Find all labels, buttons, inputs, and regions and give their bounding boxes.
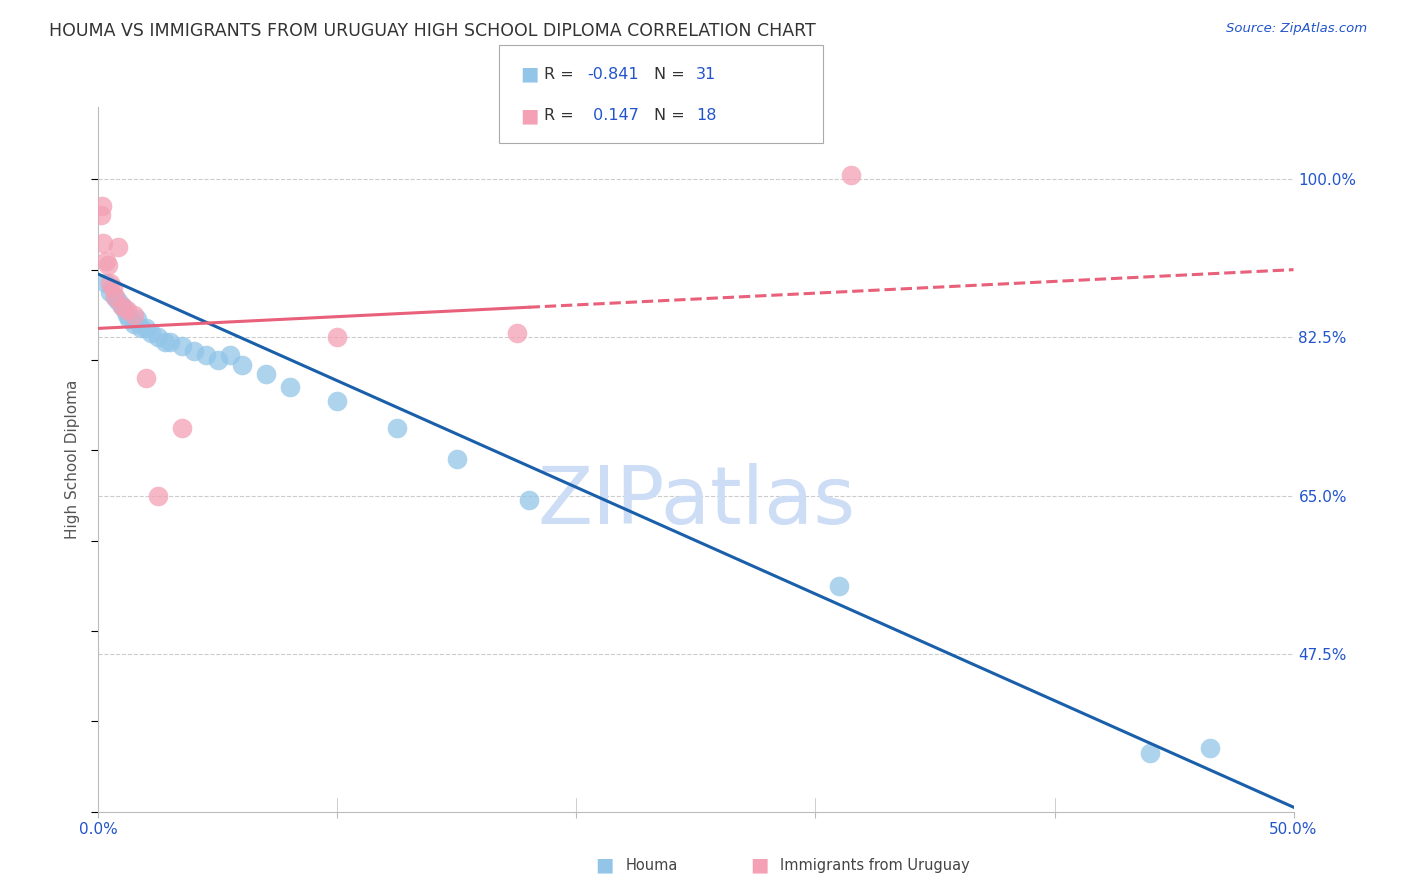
Text: ■: ■ [595,855,614,875]
Point [155,334,177,349]
Point [1199,741,1222,756]
Text: ■: ■ [520,106,538,126]
Point [101,281,124,295]
Point [841,168,863,182]
Text: N =: N = [654,109,690,123]
Text: 18: 18 [696,109,717,123]
Point [91,235,114,250]
Point [90,209,112,223]
Point [1139,746,1161,760]
Point [97,258,120,272]
Text: ■: ■ [520,64,538,84]
Point [124,317,146,331]
Text: ZIPatlas: ZIPatlas [537,463,855,541]
Text: 0.147: 0.147 [588,109,638,123]
Point [172,421,194,435]
Point [115,308,138,322]
Point [139,326,162,340]
Point [506,326,529,340]
Point [207,353,229,368]
Point [115,303,138,318]
Point [148,489,170,503]
Point [254,367,277,381]
Point [172,339,194,353]
Point [517,493,540,508]
Point [446,452,468,467]
Text: Houma: Houma [626,858,678,872]
Text: N =: N = [654,67,690,81]
Point [326,393,349,408]
Point [94,253,117,268]
Point [111,299,134,313]
Text: Immigrants from Uruguay: Immigrants from Uruguay [780,858,970,872]
Point [135,321,157,335]
Text: HOUMA VS IMMIGRANTS FROM URUGUAY HIGH SCHOOL DIPLOMA CORRELATION CHART: HOUMA VS IMMIGRANTS FROM URUGUAY HIGH SC… [49,22,815,40]
Text: -0.841: -0.841 [588,67,640,81]
Point [159,334,181,349]
Text: 31: 31 [696,67,716,81]
Point [104,290,127,304]
Point [111,299,134,313]
Point [231,358,253,372]
Point [278,380,301,394]
Point [326,330,349,344]
Point [118,312,141,326]
Point [135,371,157,385]
Point [124,308,146,322]
Text: Source: ZipAtlas.com: Source: ZipAtlas.com [1226,22,1367,36]
Point [148,330,170,344]
Point [107,240,129,254]
Point [828,579,851,593]
Point [131,321,153,335]
Point [98,285,122,300]
Point [94,277,117,291]
Point [183,343,205,358]
Text: R =: R = [544,67,579,81]
Point [125,312,148,326]
Point [195,349,218,363]
Point [385,421,409,435]
Point [104,290,127,304]
Text: R =: R = [544,109,579,123]
Point [219,349,242,363]
Point [91,199,114,213]
Point [107,294,129,309]
Point [98,277,122,291]
Y-axis label: High School Diploma: High School Diploma [65,380,80,539]
Text: ■: ■ [749,855,769,875]
Point [114,303,136,318]
